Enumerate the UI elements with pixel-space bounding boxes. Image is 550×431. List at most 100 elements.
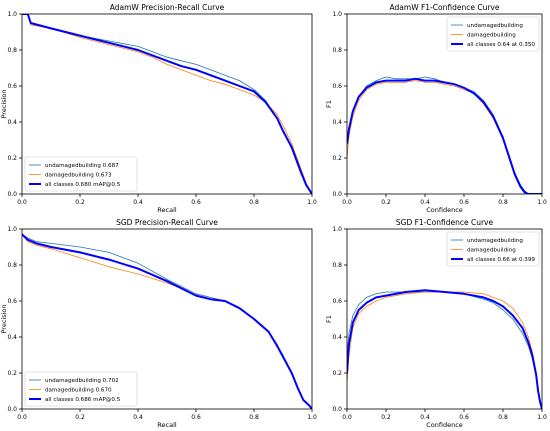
x-axis-label: Confidence [426,421,463,429]
chart-title: AdamW Precision-Recall Curve [110,3,225,12]
y-tick-label: 0.0 [7,406,17,413]
legend-label: damagedbuilding 0.673 [45,173,112,179]
x-tick-label: 0.4 [133,414,143,421]
legend-label: undamagedbuilding 0.702 [45,378,119,384]
y-tick-label: 0.0 [7,191,17,198]
x-tick-label: 0.8 [498,414,508,421]
legend-label: damagedbuilding 0.670 [45,388,112,394]
chart-title: AdamW F1-Confidence Curve [390,3,500,12]
x-tick-label: 0.6 [191,414,201,421]
series-group [347,76,542,194]
chart-panel-3: SGD Precision-Recall Curve 0.00.0 0.2 0.2 0.… [0,218,317,429]
x-axis-label: Confidence [426,206,463,214]
y-axis-label: F1 [325,315,333,323]
y-tick-label: 0.8 [332,47,342,54]
x-axis-label: Recall [157,421,177,429]
x-tick-label: 0.6 [459,199,469,206]
y-tick-label: 0.2 [332,155,342,162]
y-tick-label: 1.0 [7,11,17,18]
y-tick-label: 0.6 [7,298,17,305]
x-tick-label: 1.0 [307,414,317,421]
legend-label: all classes 0.686 mAP@0.5 [45,397,121,403]
x-tick-label: 0.2 [75,199,85,206]
x-tick-label: 0.8 [249,414,259,421]
x-tick-label: 0.6 [459,414,469,421]
legend: undamagedbuilding 0.702 damagedbuilding 0… [24,371,138,407]
legend: undamagedbuilding damagedbuilding all clas… [446,16,540,52]
x-tick-label: 1.0 [537,199,547,206]
chart-panel-2: AdamW F1-Confidence Curve 0.00.0 0.2 0.2 0.4… [325,3,547,214]
plot-frame [346,228,543,410]
x-tick-label: 0.0 [342,414,352,421]
legend-label: all classes 0.66 at 0.399 [467,257,535,263]
y-tick-label: 0.4 [332,119,342,126]
x-tick-label: 0.8 [498,199,508,206]
plot-frame [21,228,313,410]
x-tick-label: 0.4 [420,414,430,421]
chart-title: SGD Precision-Recall Curve [116,218,218,227]
legend-label: all classes 0.680 mAP@0.5 [45,182,121,188]
series-line-all [347,289,542,409]
series-line-undamaged [347,291,542,409]
y-tick-label: 0.4 [7,334,17,341]
y-tick-label: 0.8 [7,47,17,54]
series-line-all [22,233,312,409]
y-tick-label: 0.6 [332,298,342,305]
legend-label: damagedbuilding [467,248,516,254]
y-tick-label: 0.2 [332,370,342,377]
legend-box [24,156,138,192]
x-tick-label: 1.0 [537,414,547,421]
legend-label: undamagedbuilding [467,238,523,244]
legend-label: undamagedbuilding [467,23,523,29]
x-tick-label: 0.0 [342,199,352,206]
x-axis-label: Recall [157,206,177,214]
x-tick-label: 0.2 [381,199,391,206]
y-tick-label: 0.6 [7,83,17,90]
legend-box [446,231,540,267]
legend-label: undamagedbuilding 0.687 [45,163,119,169]
plot-frame [21,13,313,195]
series-group [22,14,312,194]
y-tick-label: 0.2 [7,155,17,162]
y-tick-label: 0.4 [7,119,17,126]
y-axis-label: Precision [0,304,8,333]
y-axis-label: F1 [325,100,333,108]
legend-box [24,371,138,407]
series-line-undamaged [347,76,542,194]
y-tick-label: 0.8 [332,262,342,269]
series-line-damaged [347,80,542,194]
chart-title: SGD F1-Confidence Curve [396,218,494,227]
x-tick-label: 0.0 [17,414,27,421]
x-tick-label: 0.2 [75,414,85,421]
y-tick-label: 0.2 [7,370,17,377]
x-tick-label: 0.4 [133,199,143,206]
legend: undamagedbuilding 0.687 damagedbuilding 0… [24,156,138,192]
y-axis-label: Precision [0,89,8,118]
y-tick-label: 1.0 [332,226,342,233]
y-tick-label: 0.6 [332,83,342,90]
series-line-all [22,14,312,194]
legend-box [446,16,540,52]
y-tick-label: 0.4 [332,334,342,341]
series-group [22,233,312,409]
series-line-damaged [347,291,542,409]
legend: undamagedbuilding damagedbuilding all clas… [446,231,540,267]
x-tick-label: 0.0 [17,199,27,206]
x-tick-label: 1.0 [307,199,317,206]
x-tick-label: 0.4 [420,199,430,206]
y-tick-label: 0.0 [332,406,342,413]
chart-panel-1: AdamW Precision-Recall Curve 0.00.0 0.2 0.2… [0,3,317,214]
series-group [347,289,542,409]
y-tick-label: 1.0 [332,11,342,18]
chart-panel-4: SGD F1-Confidence Curve 0.00.0 0.2 0.2 0.4 0.… [325,218,547,429]
x-tick-label: 0.8 [249,199,259,206]
legend-label: damagedbuilding [467,33,516,39]
y-tick-label: 1.0 [7,226,17,233]
y-tick-label: 0.0 [332,191,342,198]
x-tick-label: 0.2 [381,414,391,421]
x-tick-label: 0.6 [191,199,201,206]
y-tick-label: 0.8 [7,262,17,269]
legend-label: all classes 0.64 at 0.350 [467,42,535,48]
series-line-all [347,77,542,194]
